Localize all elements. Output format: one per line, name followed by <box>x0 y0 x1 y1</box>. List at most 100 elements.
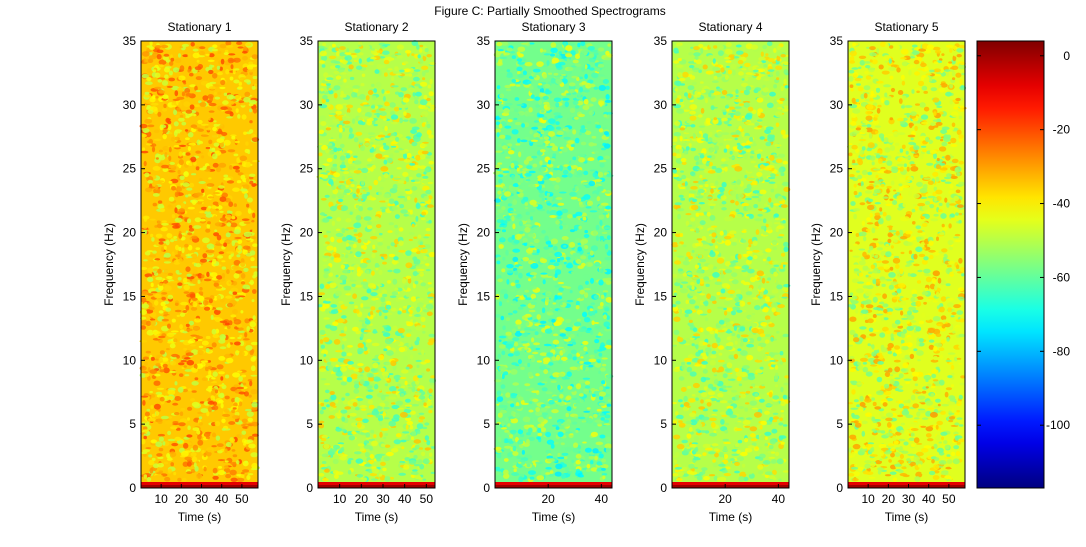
y-axis-label: Frequency (Hz) <box>279 223 293 306</box>
colorbar-gradient <box>977 41 1044 488</box>
x-axis-label: Time (s) <box>532 510 576 524</box>
y-tick-label: 10 <box>477 353 491 367</box>
y-tick-label: 20 <box>654 226 668 240</box>
y-tick-label: 20 <box>477 226 491 240</box>
y-tick-label: 15 <box>300 289 314 303</box>
y-tick-label: 10 <box>300 353 314 367</box>
y-tick-label: 5 <box>836 417 843 431</box>
y-tick-label: 30 <box>654 98 668 112</box>
axes-frame <box>494 40 613 489</box>
x-tick-label: 40 <box>922 492 936 506</box>
low-frequency-band-peak <box>848 485 965 488</box>
axes-frame <box>317 40 436 489</box>
y-tick-label: 20 <box>830 226 844 240</box>
y-tick-label: 15 <box>123 289 137 303</box>
x-axis-label: Time (s) <box>178 510 222 524</box>
panel-1: 0 5 10 15 20 25 30 35 10 20 30 40 50 Stationary 1 Time… <box>102 20 260 524</box>
x-tick-label: 10 <box>861 492 875 506</box>
x-tick-label: 30 <box>902 492 916 506</box>
y-tick-label: 15 <box>477 289 491 303</box>
panel-title: Stationary 2 <box>344 20 408 34</box>
x-axis-label: Time (s) <box>355 510 399 524</box>
y-tick-label: 5 <box>660 417 667 431</box>
axes-frame <box>671 40 790 489</box>
heatmap-texture <box>846 40 967 482</box>
y-tick-label: 35 <box>830 34 844 48</box>
y-axis-label: Frequency (Hz) <box>102 223 116 306</box>
y-tick-label: 25 <box>477 162 491 176</box>
heatmap-texture <box>671 41 791 482</box>
x-tick-label: 20 <box>542 492 556 506</box>
colorbar-tick-label: -20 <box>1053 123 1071 137</box>
y-tick-label: 5 <box>306 417 313 431</box>
colorbar-tick-label: -100 <box>1046 418 1070 432</box>
y-tick-label: 30 <box>477 98 491 112</box>
colorbar-tick-label: 0 <box>1063 49 1070 63</box>
y-axis-label: Frequency (Hz) <box>809 223 823 306</box>
y-tick-label: 0 <box>483 481 490 495</box>
y-tick-label: 30 <box>300 98 314 112</box>
x-tick-label: 30 <box>376 492 390 506</box>
x-tick-label: 50 <box>420 492 434 506</box>
y-tick-label: 5 <box>129 417 136 431</box>
x-tick-label: 40 <box>215 492 229 506</box>
panel-2: 0 5 10 15 20 25 30 35 10 20 30 40 50 Stationary 2 Time… <box>279 20 436 524</box>
y-tick-label: 15 <box>830 289 844 303</box>
y-tick-label: 20 <box>123 226 137 240</box>
x-tick-label: 10 <box>333 492 347 506</box>
heatmap-texture <box>316 40 436 482</box>
low-frequency-band-peak <box>495 485 612 488</box>
y-tick-label: 0 <box>129 481 136 495</box>
y-tick-label: 10 <box>654 353 668 367</box>
colorbar-tick-label: -60 <box>1053 270 1071 284</box>
colorbar-tick-label: -80 <box>1053 344 1071 358</box>
x-tick-label: 20 <box>719 492 733 506</box>
heatmap-texture <box>493 40 614 483</box>
low-frequency-band-peak <box>141 485 258 488</box>
y-tick-label: 5 <box>483 417 490 431</box>
x-tick-label: 50 <box>235 492 249 506</box>
y-tick-label: 25 <box>300 162 314 176</box>
panel-title: Stationary 3 <box>521 20 585 34</box>
y-tick-label: 15 <box>654 289 668 303</box>
x-tick-label: 40 <box>595 492 609 506</box>
x-tick-label: 20 <box>355 492 369 506</box>
axes-frame <box>847 40 966 489</box>
y-tick-label: 35 <box>300 34 314 48</box>
x-tick-label: 20 <box>175 492 189 506</box>
y-tick-label: 35 <box>654 34 668 48</box>
low-frequency-band-peak <box>318 485 435 488</box>
y-tick-label: 25 <box>830 162 844 176</box>
y-tick-label: 25 <box>654 162 668 176</box>
y-tick-label: 0 <box>660 481 667 495</box>
x-tick-label: 40 <box>398 492 412 506</box>
panel-title: Stationary 1 <box>167 20 231 34</box>
y-tick-label: 35 <box>477 34 491 48</box>
panel-5: 0 5 10 15 20 25 30 35 10 20 30 40 50 Stationary 5 Time… <box>809 20 967 524</box>
y-tick-label: 10 <box>830 353 844 367</box>
figure-title: Figure C: Partially Smoothed Spectrogram… <box>434 4 665 18</box>
axes-frame <box>140 40 259 489</box>
x-tick-label: 20 <box>882 492 896 506</box>
colorbar-frame <box>976 40 1045 489</box>
panel-4: 0 5 10 15 20 25 30 35 20 40 Stationary 4 Time (s) Fr… <box>633 20 791 524</box>
y-tick-label: 30 <box>830 98 844 112</box>
y-tick-label: 10 <box>123 353 137 367</box>
x-axis-label: Time (s) <box>885 510 929 524</box>
y-tick-label: 30 <box>123 98 137 112</box>
x-axis-label: Time (s) <box>709 510 753 524</box>
x-tick-label: 10 <box>154 492 168 506</box>
colorbar-tick-label: -40 <box>1053 197 1071 211</box>
y-tick-label: 35 <box>123 34 137 48</box>
low-frequency-band-peak <box>672 485 789 488</box>
y-axis-label: Frequency (Hz) <box>456 223 470 306</box>
y-tick-label: 25 <box>123 162 137 176</box>
y-tick-label: 0 <box>306 481 313 495</box>
x-tick-label: 50 <box>942 492 956 506</box>
y-axis-label: Frequency (Hz) <box>633 223 647 306</box>
x-tick-label: 40 <box>772 492 786 506</box>
panel-3: 0 5 10 15 20 25 30 35 20 40 Stationary 3 Time (s) Fr… <box>456 20 614 524</box>
y-tick-label: 20 <box>300 226 314 240</box>
